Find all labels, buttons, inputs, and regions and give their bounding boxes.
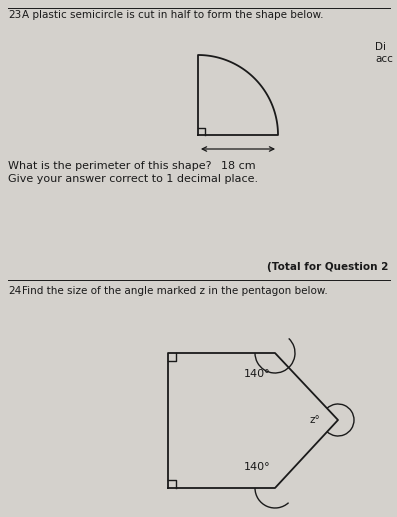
Text: 24: 24 bbox=[8, 286, 21, 296]
Text: 140°: 140° bbox=[243, 369, 270, 379]
Text: Di: Di bbox=[375, 42, 386, 52]
Text: Give your answer correct to 1 decimal place.: Give your answer correct to 1 decimal pl… bbox=[8, 174, 258, 184]
Text: Find the size of the angle marked z in the pentagon below.: Find the size of the angle marked z in t… bbox=[22, 286, 328, 296]
Text: What is the perimeter of this shape?: What is the perimeter of this shape? bbox=[8, 161, 212, 171]
Text: 23: 23 bbox=[8, 10, 21, 20]
Text: 18 cm: 18 cm bbox=[221, 161, 255, 171]
Text: acc: acc bbox=[375, 54, 393, 64]
Text: (Total for Question 2: (Total for Question 2 bbox=[267, 262, 388, 272]
Text: z°: z° bbox=[309, 415, 320, 425]
Text: A plastic semicircle is cut in half to form the shape below.: A plastic semicircle is cut in half to f… bbox=[22, 10, 324, 20]
Text: 140°: 140° bbox=[243, 462, 270, 472]
